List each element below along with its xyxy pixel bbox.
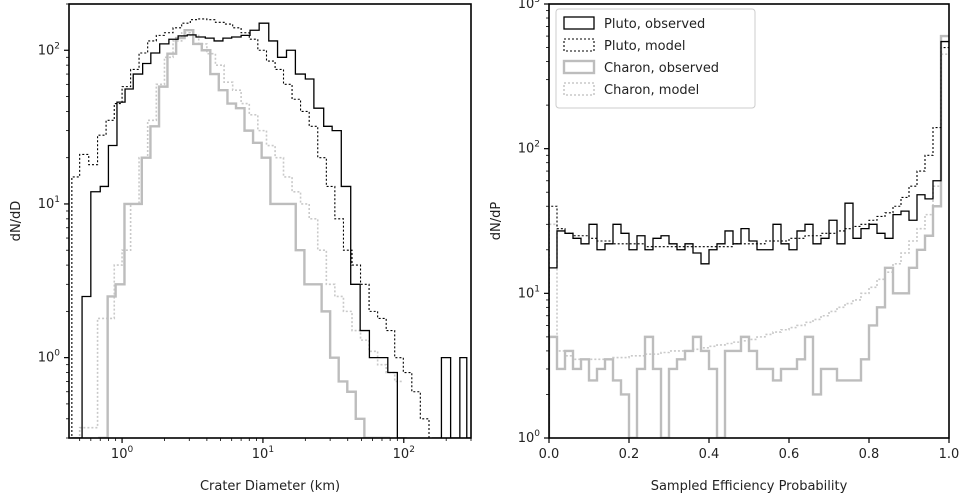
legend-swatch-charon-obs	[562, 59, 596, 75]
legend-label: Charon, model	[604, 83, 699, 98]
x-axis-label: Crater Diameter (km)	[200, 479, 340, 494]
x-tick-label: 1.0	[939, 447, 960, 462]
efficiency-probability-panel: 0.0 0.2 0.4 0.6 0.8 1.0 100 101 102 103 Sampled E…	[489, 0, 959, 494]
x-tick-label: 0.8	[859, 447, 880, 462]
y-axis-label: dN/dP	[489, 202, 504, 241]
series-layer	[71, 18, 471, 438]
y-tick-label: 101	[518, 284, 540, 301]
y-tick-label: 100	[38, 349, 61, 366]
x-tick-label: 0.0	[539, 447, 560, 462]
plot-frame	[548, 3, 950, 439]
legend-label: Pluto, observed	[604, 17, 705, 32]
legend: Pluto, observed Pluto, model Charon, obser…	[555, 8, 756, 109]
series-pluto-obs-tail	[431, 356, 471, 438]
series-charon-obs	[98, 29, 391, 438]
y-tick-label: 103	[518, 0, 540, 12]
y-tick-label: 102	[38, 41, 60, 58]
tick-layer: 0.0 0.2 0.4 0.6 0.8 1.0 100 101 102 103	[518, 0, 960, 462]
x-tick-label: 0.4	[699, 447, 720, 462]
legend-label: Charon, observed	[604, 61, 719, 76]
legend-swatch-pluto-model	[563, 38, 595, 52]
series-charon-model	[78, 31, 404, 438]
plot-frame	[68, 3, 472, 439]
y-tick-label: 100	[518, 429, 541, 446]
series-charon-obs	[549, 34, 949, 438]
y-axis-label: dN/dD	[9, 201, 24, 242]
x-tick-label: 100	[111, 445, 134, 462]
x-tick-label: 102	[393, 445, 415, 462]
x-axis-label: Sampled Efficiency Probability	[651, 479, 848, 494]
legend-label: Pluto, model	[604, 39, 686, 54]
x-tick-label: 0.6	[779, 447, 800, 462]
x-tick-label: 0.2	[619, 447, 640, 462]
y-tick-label: 101	[38, 195, 60, 212]
series-pluto-model	[549, 47, 949, 438]
series-pluto-model	[71, 18, 471, 438]
series-charon-model	[549, 53, 949, 438]
series-pluto-obs	[549, 40, 949, 438]
y-tick-label: 102	[518, 140, 540, 157]
tick-layer: 100 101 102 100 101 102	[38, 3, 472, 462]
series-layer	[549, 34, 949, 438]
legend-swatch-pluto-obs	[563, 16, 595, 30]
legend-box	[555, 8, 756, 109]
series-pluto-obs	[71, 22, 407, 438]
legend-swatch-charon-model	[563, 82, 595, 96]
x-tick-label: 101	[252, 445, 274, 462]
